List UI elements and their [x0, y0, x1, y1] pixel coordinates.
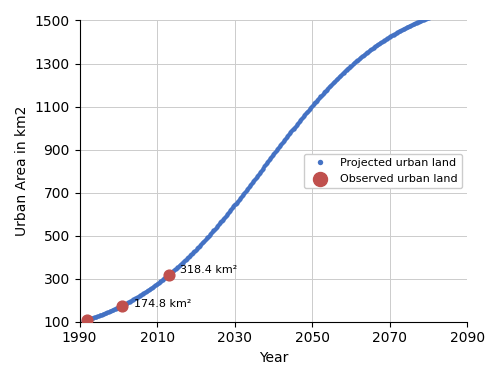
- Text: 174.8 km²: 174.8 km²: [134, 299, 191, 309]
- Line: Projected urban land: Projected urban land: [82, 4, 469, 323]
- Legend: Projected urban land, Observed urban land: Projected urban land, Observed urban lan…: [304, 154, 462, 188]
- Observed urban land: [84, 317, 92, 323]
- Observed urban land: [118, 302, 126, 309]
- Projected urban land: [455, 6, 461, 11]
- Y-axis label: Urban Area in km2: Urban Area in km2: [15, 106, 29, 236]
- Projected urban land: [80, 319, 86, 323]
- Projected urban land: [263, 162, 269, 167]
- Text: 318.4 km²: 318.4 km²: [180, 264, 238, 275]
- Projected urban land: [309, 104, 315, 108]
- Projected urban land: [464, 4, 470, 8]
- Projected urban land: [265, 159, 271, 164]
- Projected urban land: [288, 129, 294, 134]
- Observed urban land: [164, 272, 172, 278]
- X-axis label: Year: Year: [259, 351, 288, 365]
- Projected urban land: [395, 30, 401, 34]
